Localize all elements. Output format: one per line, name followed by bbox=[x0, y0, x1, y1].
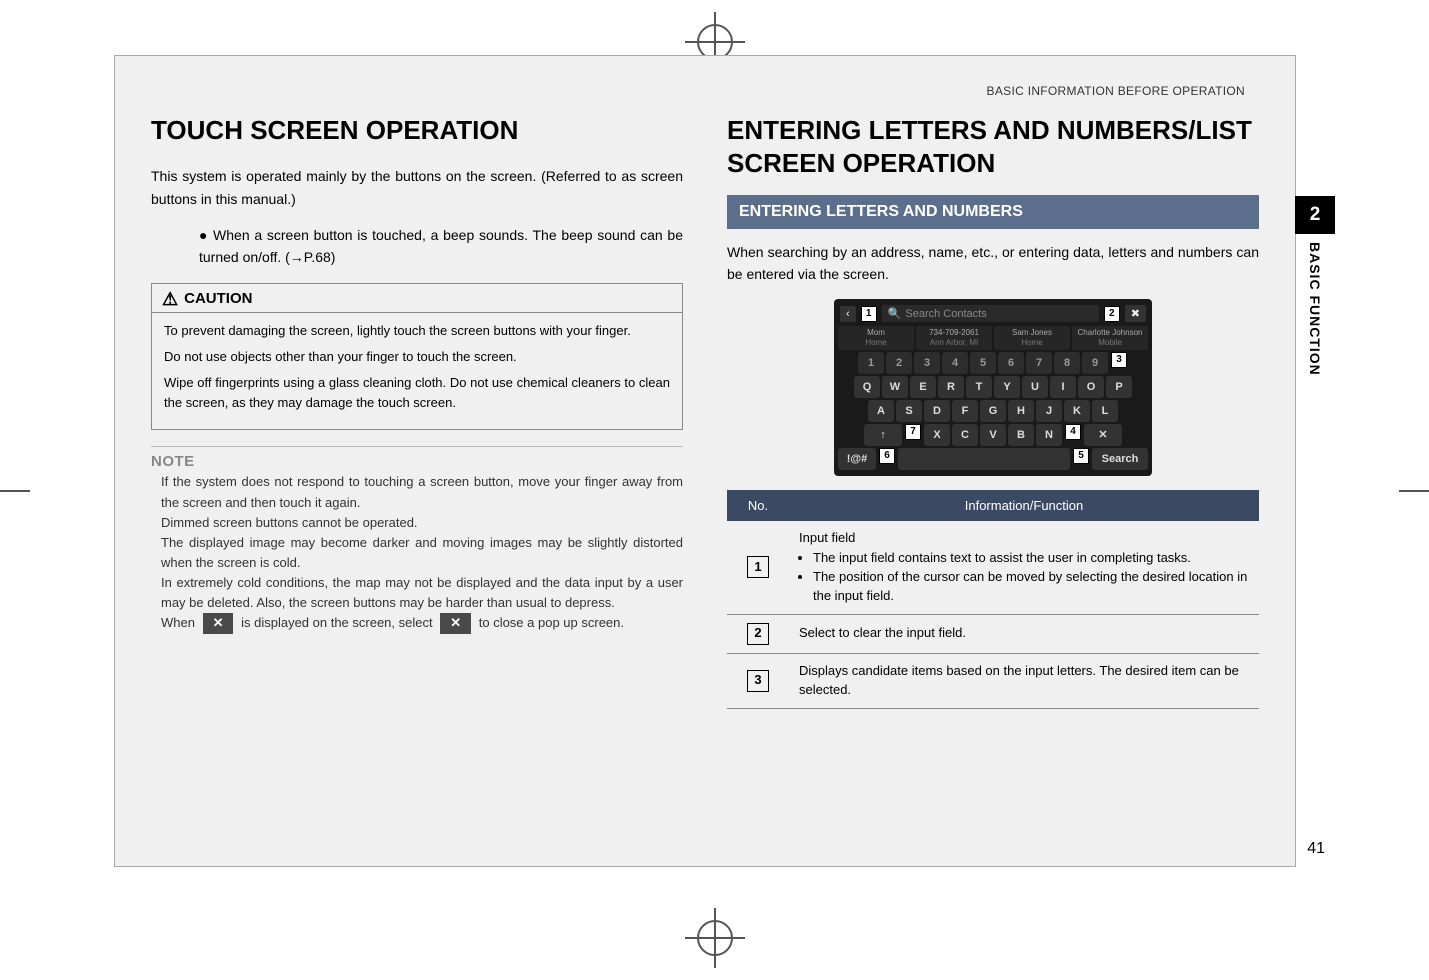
row1-title: Input field bbox=[799, 530, 855, 545]
close-x-icon: ✕ bbox=[440, 613, 471, 633]
note-p3: The displayed image may become darker an… bbox=[161, 533, 683, 573]
table-row: 1 Input field The input field contains t… bbox=[727, 521, 1259, 615]
caution-p2: Do not use objects other than your finge… bbox=[164, 347, 670, 367]
row1-b1: The input field contains text to assist … bbox=[813, 549, 1249, 568]
kbd-search-field: 🔍 Search Contacts bbox=[882, 305, 1099, 322]
kbd-symbols-key: !@# bbox=[838, 448, 876, 470]
chapter-tab: 2 BASIC FUNCTION bbox=[1295, 196, 1335, 376]
note-heading: NOTE bbox=[151, 446, 683, 470]
callout-2: 2 bbox=[1104, 306, 1120, 322]
row3-text: Displays candidate items based on the in… bbox=[789, 653, 1259, 708]
table-row: 3 Displays candidate items based on the … bbox=[727, 653, 1259, 708]
caution-label: CAUTION bbox=[184, 290, 252, 307]
warning-triangle-icon: ⚠ bbox=[162, 290, 178, 308]
left-column: TOUCH SCREEN OPERATION This system is op… bbox=[151, 114, 683, 846]
kbd-space-key bbox=[898, 448, 1070, 470]
caution-heading: ⚠ CAUTION bbox=[152, 284, 682, 313]
kbd-clear-icon: ✖ bbox=[1125, 305, 1146, 322]
kbd-shift-key: ↑ bbox=[864, 424, 902, 446]
row-number-3: 3 bbox=[747, 670, 769, 692]
registration-mark-right bbox=[1399, 490, 1429, 492]
left-intro: This system is operated mainly by the bu… bbox=[151, 165, 683, 210]
note-body: If the system does not respond to touchi… bbox=[151, 472, 683, 633]
note-p5: When ✕ is displayed on the screen, selec… bbox=[161, 613, 683, 633]
right-intro: When searching by an address, name, etc.… bbox=[727, 241, 1259, 286]
section-bar: ENTERING LETTERS AND NUMBERS bbox=[727, 195, 1259, 229]
chapter-label: BASIC FUNCTION bbox=[1307, 234, 1323, 376]
kbd-row-bottom: !@# 6 5 Search bbox=[838, 448, 1148, 470]
row-number-2: 2 bbox=[747, 623, 769, 645]
kbd-row-asdf: A S D F G H J K L bbox=[838, 400, 1148, 422]
callout-7: 7 bbox=[905, 424, 921, 440]
info-table: No. Information/Function 1 Input field T… bbox=[727, 490, 1259, 709]
caution-p3: Wipe off fingerprints using a glass clea… bbox=[164, 373, 670, 413]
row-number-1: 1 bbox=[747, 556, 769, 578]
callout-6: 6 bbox=[879, 448, 895, 464]
caution-box: ⚠ CAUTION To prevent damaging the screen… bbox=[151, 283, 683, 431]
keyboard-figure: ‹ 1 🔍 Search Contacts 2 ✖ MomHome 734-70… bbox=[727, 299, 1259, 475]
row2-text: Select to clear the input field. bbox=[789, 614, 1259, 653]
table-row: 2 Select to clear the input field. bbox=[727, 614, 1259, 653]
th-no: No. bbox=[727, 490, 789, 521]
kbd-back-icon: ‹ bbox=[840, 306, 856, 322]
kbd-row-zxcv: ↑ 7 X C V B N 4 ✕ bbox=[838, 424, 1148, 446]
note-p4: In extremely cold conditions, the map ma… bbox=[161, 573, 683, 613]
callout-3: 3 bbox=[1111, 352, 1127, 368]
close-x-icon: ✕ bbox=[203, 613, 234, 633]
right-title: ENTERING LETTERS AND NUMBERS/LIST SCREEN… bbox=[727, 114, 1259, 181]
registration-mark-bottom bbox=[685, 908, 745, 968]
search-icon: 🔍 bbox=[888, 307, 902, 320]
row1-b2: The position of the cursor can be moved … bbox=[813, 568, 1249, 606]
caution-p1: To prevent damaging the screen, lightly … bbox=[164, 321, 670, 341]
th-info: Information/Function bbox=[789, 490, 1259, 521]
callout-4: 4 bbox=[1065, 424, 1081, 440]
left-bullet: When a screen button is touched, a beep … bbox=[199, 224, 683, 269]
kbd-row-qwerty: Q W E R T Y U I O P bbox=[838, 376, 1148, 398]
right-column: ENTERING LETTERS AND NUMBERS/LIST SCREEN… bbox=[727, 114, 1259, 846]
kbd-row-numbers: 1 2 3 4 5 6 7 8 9 3 bbox=[838, 352, 1148, 374]
kbd-backspace-key: ✕ bbox=[1084, 424, 1122, 446]
left-title: TOUCH SCREEN OPERATION bbox=[151, 114, 683, 147]
kbd-search-key: Search bbox=[1092, 448, 1148, 470]
note-p1: If the system does not respond to touchi… bbox=[161, 472, 683, 512]
callout-1: 1 bbox=[861, 306, 877, 322]
page-header: BASIC INFORMATION BEFORE OPERATION bbox=[987, 84, 1245, 98]
registration-mark-left bbox=[0, 490, 30, 492]
page-number: 41 bbox=[1307, 840, 1325, 858]
chapter-number: 2 bbox=[1295, 196, 1335, 234]
note-p2: Dimmed screen buttons cannot be operated… bbox=[161, 513, 683, 533]
callout-5: 5 bbox=[1073, 448, 1089, 464]
kbd-suggestions: MomHome 734-709-2061Ann Arbor, MI Sam Jo… bbox=[838, 326, 1148, 349]
manual-page: BASIC INFORMATION BEFORE OPERATION TOUCH… bbox=[115, 56, 1295, 866]
